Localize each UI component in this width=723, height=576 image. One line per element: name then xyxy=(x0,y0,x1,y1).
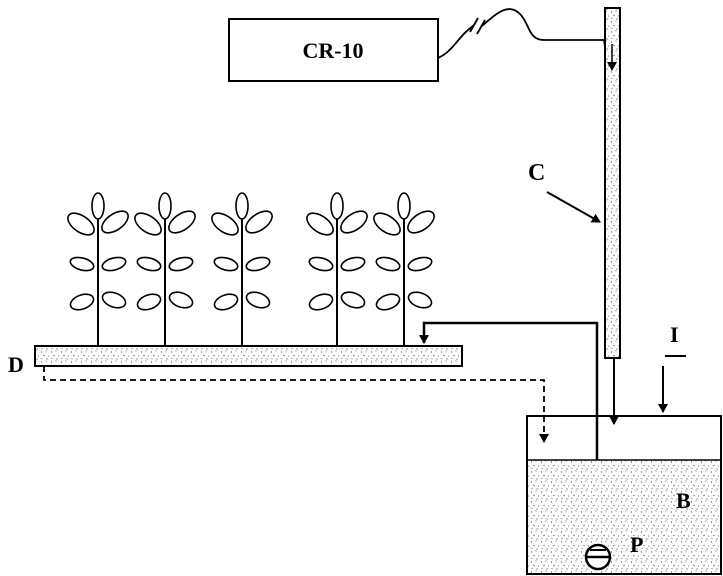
plant xyxy=(67,192,129,346)
recorder-cable xyxy=(437,8,608,63)
inflow-indicator: I xyxy=(658,322,686,413)
tray-label: D xyxy=(8,352,24,377)
nutrient-bath: B xyxy=(526,415,722,575)
bath-label: B xyxy=(676,488,691,513)
drain-line xyxy=(43,366,549,443)
recorder-label: CR-10 xyxy=(302,38,363,63)
column-label: C xyxy=(528,160,545,186)
plant xyxy=(134,192,196,346)
plant xyxy=(211,192,273,346)
pump-label: P xyxy=(630,532,643,557)
recorder-box: CR-10 xyxy=(228,18,439,82)
measurement-column xyxy=(604,7,621,425)
column-label-group: C xyxy=(528,160,601,223)
supply-line xyxy=(419,321,599,565)
plant xyxy=(306,192,368,346)
pump: P xyxy=(584,532,643,571)
plant xyxy=(373,192,435,346)
plants xyxy=(67,192,435,346)
inflow-label: I xyxy=(670,322,679,347)
plant-tray: D xyxy=(8,345,463,377)
